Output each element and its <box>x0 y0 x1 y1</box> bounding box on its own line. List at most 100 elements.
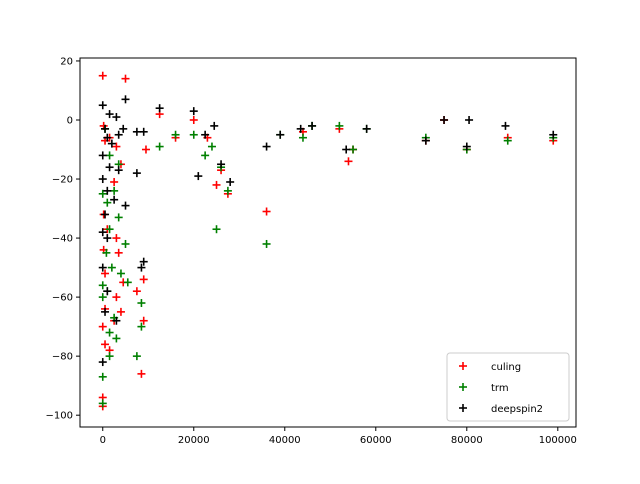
data-point <box>105 110 114 119</box>
data-point <box>103 234 112 243</box>
data-point <box>194 172 203 181</box>
data-point <box>503 136 512 145</box>
data-point <box>440 115 449 124</box>
data-point <box>103 133 112 142</box>
data-point <box>112 113 121 122</box>
data-point <box>308 121 317 130</box>
legend-marker <box>459 362 467 370</box>
data-point <box>114 166 123 175</box>
data-point <box>114 213 123 222</box>
data-point <box>139 316 148 325</box>
data-point <box>421 136 430 145</box>
legend-label: trm <box>491 383 509 394</box>
data-point <box>98 151 107 160</box>
series-deepspin2 <box>98 95 558 367</box>
data-point <box>139 127 148 136</box>
data-point <box>107 263 116 272</box>
x-tick-label: 20000 <box>178 435 210 446</box>
data-point <box>98 293 107 302</box>
data-point <box>98 175 107 184</box>
data-point <box>217 160 226 169</box>
data-point <box>276 130 285 139</box>
data-point <box>223 186 232 195</box>
data-point <box>105 163 114 172</box>
data-point <box>189 130 198 139</box>
y-tick-label: −20 <box>52 175 73 186</box>
axes-frame <box>79 57 577 428</box>
data-point <box>189 107 198 116</box>
data-point <box>262 207 271 216</box>
legend-marker <box>459 383 467 391</box>
data-point <box>121 239 130 248</box>
data-point <box>98 189 107 198</box>
data-point <box>121 74 130 83</box>
data-point <box>121 201 130 210</box>
data-point <box>132 169 141 178</box>
legend-box <box>446 352 570 422</box>
data-point <box>155 104 164 113</box>
data-point <box>112 316 121 325</box>
data-point <box>137 299 146 308</box>
data-point <box>98 281 107 290</box>
data-point <box>98 322 107 331</box>
data-point <box>501 121 510 130</box>
data-point <box>103 287 112 296</box>
data-point <box>201 130 210 139</box>
data-point <box>132 127 141 136</box>
data-point <box>98 101 107 110</box>
data-point <box>114 248 123 257</box>
data-point <box>110 186 119 195</box>
data-point <box>155 142 164 151</box>
data-point <box>201 151 210 160</box>
data-point <box>212 225 221 234</box>
data-point <box>105 328 114 337</box>
data-point <box>212 180 221 189</box>
data-point <box>110 195 119 204</box>
y-tick-label: −40 <box>52 234 73 245</box>
data-point <box>102 248 111 257</box>
x-tick-label: 60000 <box>360 435 392 446</box>
legend-label: deepspin2 <box>491 404 543 415</box>
data-point <box>112 293 121 302</box>
data-point <box>462 142 471 151</box>
data-point <box>549 130 558 139</box>
y-tick-label: −60 <box>52 293 73 304</box>
data-point <box>98 263 107 272</box>
data-point <box>101 340 110 349</box>
data-point <box>114 130 123 139</box>
data-point <box>105 225 114 234</box>
data-point <box>103 198 112 207</box>
data-point <box>123 278 132 287</box>
data-point <box>103 186 112 195</box>
data-point <box>296 124 305 133</box>
data-point <box>101 269 110 278</box>
data-point <box>141 145 150 154</box>
data-point <box>105 151 114 160</box>
data-point <box>171 130 180 139</box>
y-tick-label: −80 <box>52 352 73 363</box>
legend: culing trm deepspin2 <box>446 352 570 422</box>
legend-marker <box>459 404 467 412</box>
data-point <box>207 142 216 151</box>
data-point <box>98 71 107 80</box>
data-point <box>112 142 121 151</box>
y-tick-label: 20 <box>60 56 73 67</box>
data-point <box>189 115 198 124</box>
data-point <box>132 287 141 296</box>
data-point <box>121 95 130 104</box>
data-point <box>98 358 107 367</box>
data-point <box>298 133 307 142</box>
legend-label: culing <box>491 362 521 373</box>
data-point <box>139 257 148 266</box>
x-axis: 0 20000 40000 60000 80000 100000 <box>100 427 577 446</box>
data-point <box>137 322 146 331</box>
data-point <box>105 352 114 361</box>
data-point <box>137 369 146 378</box>
data-point <box>98 228 107 237</box>
data-point <box>119 124 128 133</box>
data-point <box>226 177 235 186</box>
y-tick-label: 0 <box>67 115 73 126</box>
x-tick-label: 80000 <box>451 435 483 446</box>
